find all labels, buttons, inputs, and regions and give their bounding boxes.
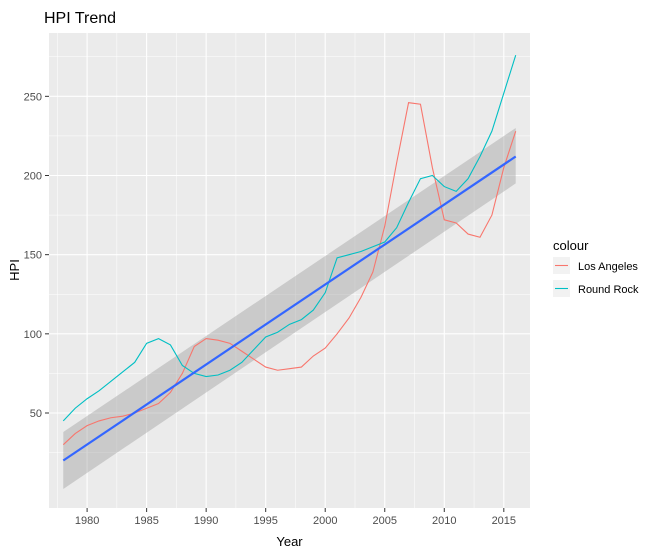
legend-label-round-rock: Round Rock: [578, 284, 639, 296]
y-axis-ticks: 50 100 150 200 250: [24, 91, 49, 420]
grid-lines: [49, 33, 530, 508]
legend-items: Los Angeles Round Rock: [553, 257, 639, 297]
legend: colour Los Angeles Round Rock: [553, 238, 639, 297]
y-tick-label: 200: [24, 171, 42, 183]
series-line-los-angeles: [62, 102, 517, 446]
chart-title: HPI Trend: [44, 10, 116, 27]
series-lines: [62, 55, 517, 446]
plot-panel: [49, 33, 530, 508]
series-line-round-rock: [62, 55, 517, 422]
x-tick-label: 1985: [134, 515, 158, 527]
y-tick-label: 100: [24, 329, 42, 341]
x-tick-label: 1990: [194, 515, 218, 527]
y-tick-label: 250: [24, 91, 42, 103]
x-tick-label: 2000: [313, 515, 337, 527]
x-tick-label: 1995: [253, 515, 277, 527]
x-tick-label: 2010: [432, 515, 456, 527]
legend-title: colour: [553, 238, 589, 253]
legend-label-los-angeles: Los Angeles: [578, 261, 638, 273]
y-axis-title: HPI: [7, 259, 22, 281]
y-tick-label: 150: [24, 250, 42, 262]
x-tick-label: 2005: [373, 515, 397, 527]
x-tick-label: 2015: [492, 515, 516, 527]
trend-line: [62, 155, 517, 462]
x-axis-title: Year: [276, 534, 303, 549]
x-axis-ticks: 1980 1985 1990 1995 2000 2005 2010 2015: [75, 508, 516, 527]
trend-line-path: [62, 155, 517, 462]
x-tick-label: 1980: [75, 515, 99, 527]
y-tick-label: 50: [30, 408, 42, 420]
